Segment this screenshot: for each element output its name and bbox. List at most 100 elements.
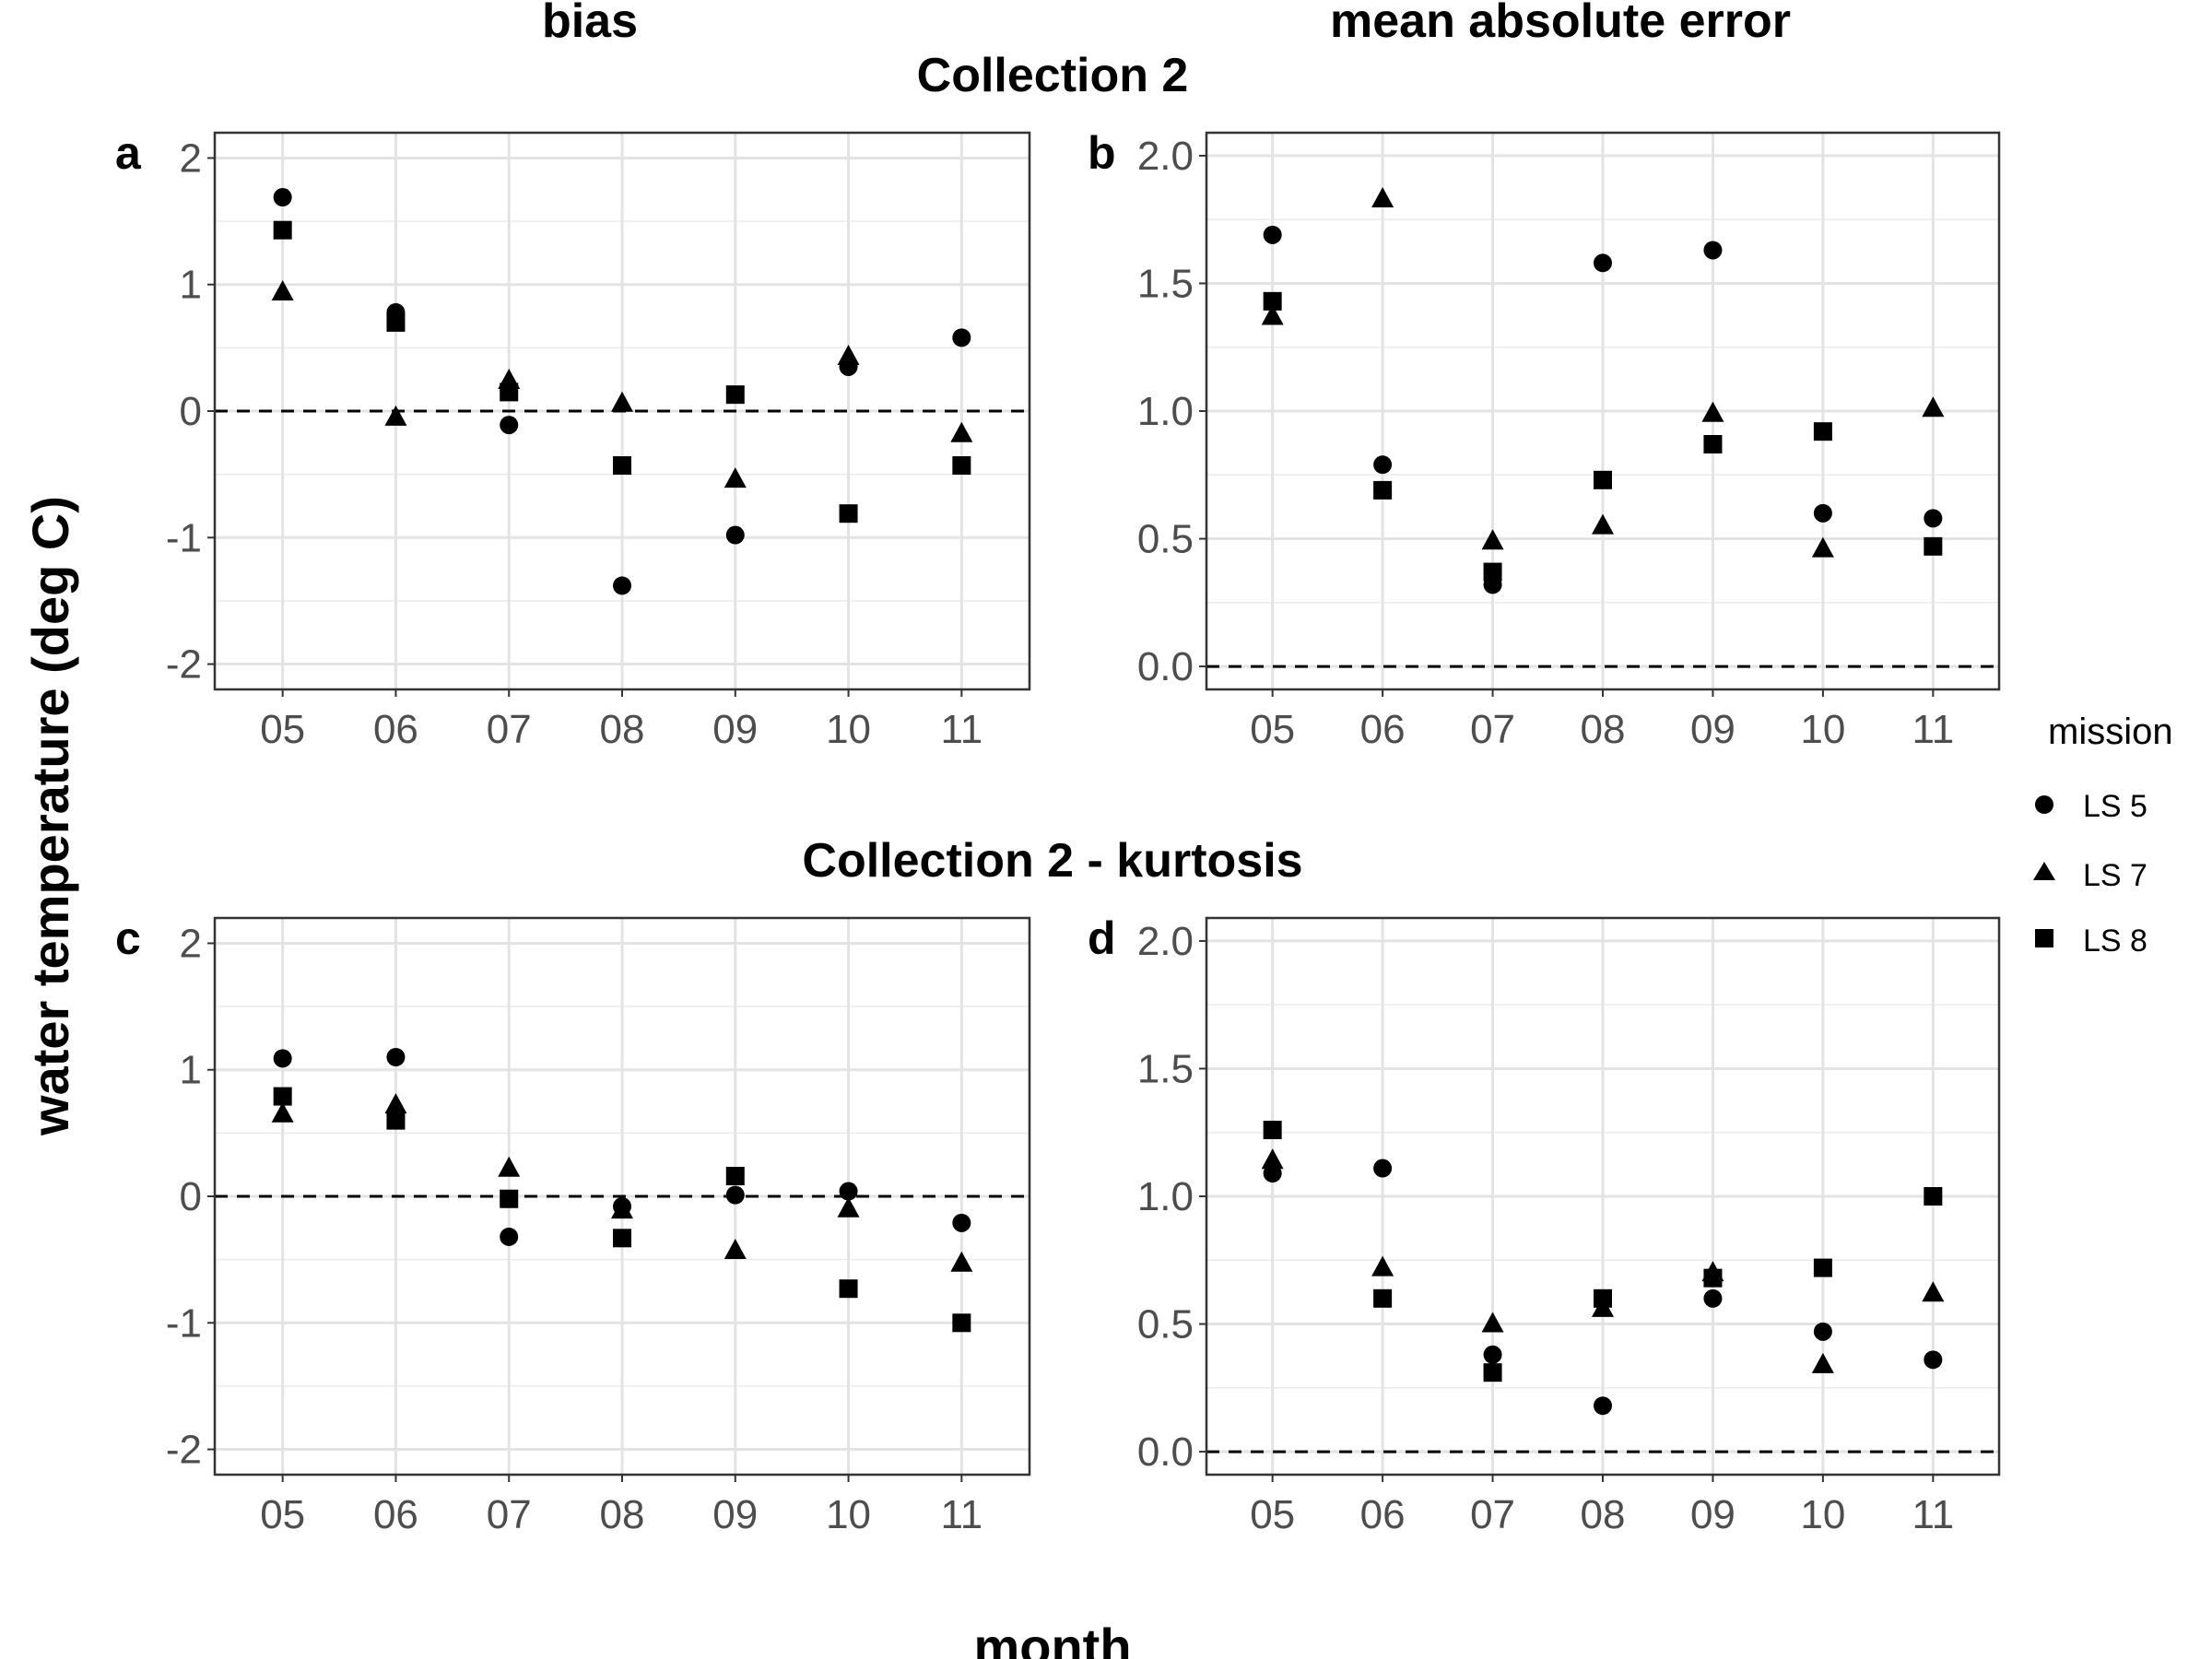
y-tick-label: 1.5 [1137, 1046, 1194, 1091]
x-tick-label: 11 [1912, 1492, 1954, 1537]
series-ls8 [273, 1087, 971, 1333]
data-point-triangle [611, 1198, 633, 1219]
x-tick-label: 07 [1470, 1492, 1515, 1537]
panel-d: d 0.0 0.5 1.0 1.5 2.0 05 06 07 08 09 10 11 [1088, 912, 2001, 1537]
series-ls8 [273, 220, 971, 524]
y-tick-label: 1.0 [1137, 389, 1194, 434]
x-tick-label: 10 [1800, 1492, 1845, 1537]
x-tick-label: 11 [940, 707, 982, 752]
x-tick-label: 08 [1581, 1492, 1626, 1537]
grid-lines [1206, 918, 1999, 1475]
y-tick-label: 2.0 [1137, 919, 1194, 964]
panel-tag-a: a [115, 127, 142, 179]
data-point-square [1373, 480, 1393, 500]
data-point-circle [1703, 1288, 1723, 1308]
data-point-square [952, 456, 971, 476]
data-point-triangle [1811, 536, 1834, 558]
panel-c: c -2 -1 0 1 2 05 06 07 08 09 10 11 [115, 912, 1031, 1537]
data-point-square [613, 1229, 631, 1248]
legend-title: mission [2048, 712, 2173, 752]
x-tick-label: 08 [1581, 707, 1626, 752]
data-point-square [1813, 422, 1832, 441]
data-point-square [1594, 470, 1612, 489]
y-tick-label: 0.0 [1137, 644, 1194, 689]
data-point-triangle [1481, 529, 1504, 550]
panel-b: b 0.0 0.5 1.0 1.5 2.0 05 06 07 08 09 10 11 [1088, 127, 2001, 752]
data-point-triangle [1922, 1281, 1945, 1302]
data-point-triangle [384, 1093, 407, 1114]
legend-label-ls7: LS 7 [2083, 858, 2147, 893]
panel-tag-d: d [1088, 912, 1116, 964]
x-tick-label: 11 [940, 1492, 982, 1537]
x-axis-title: month [973, 1618, 1131, 1659]
data-point-circle [1373, 1159, 1393, 1178]
data-point-square [1263, 1120, 1282, 1139]
data-point-circle [1924, 509, 1943, 528]
square-icon [2035, 929, 2053, 947]
x-tick-label: 06 [373, 707, 418, 752]
data-point-circle [1373, 455, 1393, 475]
data-point-square [386, 312, 406, 332]
x-tick-label: 05 [260, 707, 305, 752]
x-tick-label: 05 [260, 1492, 305, 1537]
data-point-triangle [724, 1239, 747, 1260]
y-tick-label: 0.0 [1137, 1430, 1194, 1475]
data-point-square [273, 1087, 292, 1106]
x-tick-label: 10 [826, 707, 871, 752]
column-title-bias: bias [542, 0, 638, 48]
y-tick-label: -2 [166, 642, 202, 688]
y-tick-label: 2 [180, 921, 202, 966]
y-tick-label: 0 [180, 389, 202, 434]
y-tick-label: 1.5 [1137, 261, 1194, 306]
data-point-square [613, 456, 631, 476]
y-tick-label: -2 [166, 1428, 202, 1473]
data-point-square [1813, 1258, 1832, 1277]
data-point-circle [1263, 225, 1282, 244]
data-point-circle [952, 1213, 971, 1232]
series-ls7 [1261, 187, 1945, 558]
panel-border [1205, 131, 2001, 691]
data-point-circle [273, 1049, 292, 1068]
y-tick-label: 0.5 [1137, 517, 1194, 562]
data-point-square [500, 382, 519, 402]
data-point-triangle [1701, 401, 1724, 422]
data-point-triangle [724, 467, 747, 488]
data-point-square [1263, 291, 1282, 311]
data-point-triangle [1811, 1352, 1834, 1373]
data-point-circle [613, 576, 631, 595]
data-point-square [1373, 1288, 1393, 1308]
data-point-square [1703, 435, 1723, 454]
data-point-triangle [950, 421, 973, 442]
data-point-square [386, 1111, 406, 1130]
data-point-square [1594, 1288, 1612, 1308]
y-tick-label: -1 [166, 1300, 202, 1346]
triangle-icon [2033, 862, 2055, 880]
data-point-triangle [1922, 396, 1945, 418]
data-point-triangle [837, 1196, 860, 1218]
series-ls8 [1263, 1120, 1943, 1382]
x-tick-label: 09 [712, 707, 758, 752]
legend-item-ls7: LS 7 [2033, 858, 2147, 893]
data-point-circle [725, 1185, 745, 1205]
data-point-triangle [1261, 304, 1284, 325]
data-point-triangle [384, 405, 407, 426]
data-point-circle [500, 416, 519, 435]
data-point-triangle [611, 391, 633, 412]
data-point-circle [1594, 1396, 1612, 1416]
data-point-triangle [1371, 187, 1394, 208]
x-tick-label: 09 [712, 1492, 758, 1537]
data-point-triangle [498, 1156, 521, 1177]
data-point-circle [1483, 1345, 1502, 1364]
data-point-triangle [1592, 513, 1614, 535]
series-ls8 [1263, 291, 1943, 582]
data-point-square [839, 504, 858, 524]
data-point-square [273, 220, 292, 240]
legend: mission LS 5 LS 7 LS 8 [2033, 712, 2173, 959]
data-point-square [725, 1167, 745, 1186]
x-tick-label: 09 [1690, 1492, 1735, 1537]
x-tick-label: 10 [1800, 707, 1845, 752]
x-tick-label: 06 [373, 1492, 418, 1537]
x-tick-label: 08 [600, 1492, 645, 1537]
data-point-circle [1813, 503, 1832, 523]
